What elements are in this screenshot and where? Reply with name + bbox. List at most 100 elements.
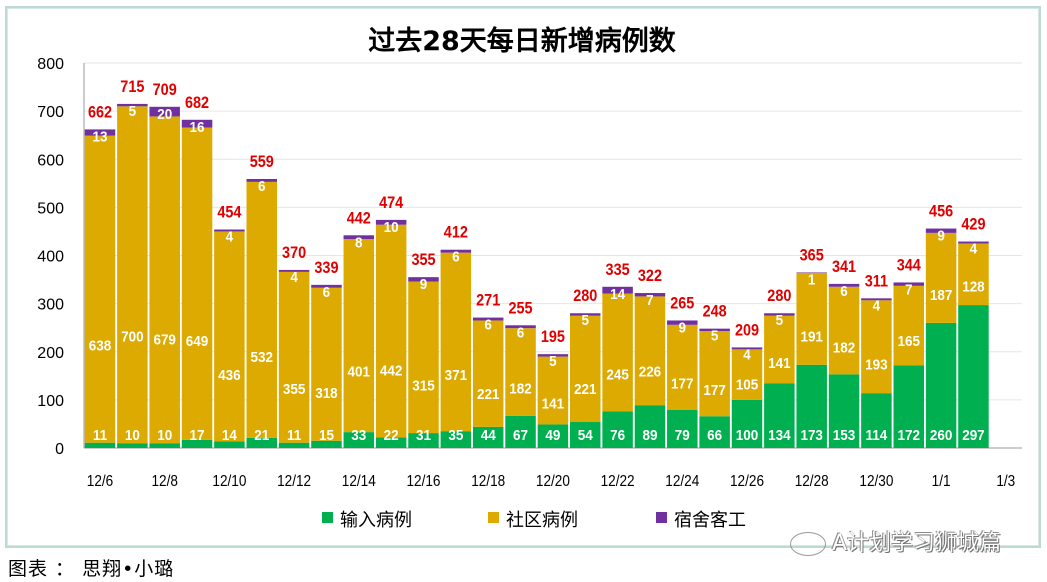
- data-label: 649: [186, 333, 209, 350]
- watermark-text: A计划学习狮城篇: [832, 531, 1002, 556]
- bar-segment: [311, 284, 342, 288]
- data-label: 177: [671, 376, 694, 393]
- total-label: 559: [250, 153, 274, 171]
- data-label: 4: [290, 269, 298, 286]
- total-label: 355: [411, 251, 435, 269]
- total-label: 195: [541, 328, 565, 346]
- data-label: 153: [833, 427, 856, 444]
- y-tick-label: 100: [37, 393, 64, 410]
- data-label: 191: [800, 329, 823, 346]
- x-tick-label: 1/1: [932, 473, 951, 490]
- y-tick-label: 200: [37, 345, 64, 362]
- x-tick-label: 1/3: [996, 473, 1015, 490]
- data-label: 76: [610, 427, 625, 444]
- bar-segment: [634, 405, 666, 448]
- total-label: 248: [703, 303, 727, 321]
- x-tick-label: 12/28: [795, 473, 829, 490]
- data-label: 134: [768, 427, 791, 444]
- bar-segment: [375, 224, 407, 438]
- data-label: 14: [222, 427, 237, 444]
- data-label: 5: [711, 328, 719, 345]
- x-tick-label: 12/30: [859, 473, 893, 490]
- bar-segment: [537, 424, 569, 448]
- x-tick-label: 12/8: [151, 473, 177, 490]
- data-label: 100: [736, 427, 759, 444]
- data-label: 297: [962, 427, 985, 444]
- bar-segment: [440, 249, 472, 253]
- bar-segment: [440, 431, 472, 448]
- total-label: 442: [347, 209, 371, 227]
- total-label: 271: [476, 292, 500, 310]
- total-label: 412: [444, 224, 468, 242]
- data-label: 15: [319, 427, 334, 444]
- bar-segment: [214, 231, 245, 442]
- bar-segment: [634, 296, 666, 406]
- wechat-icon: [790, 532, 826, 556]
- data-label: 182: [509, 381, 532, 398]
- data-label: 436: [218, 368, 241, 385]
- data-label: 7: [646, 292, 654, 309]
- chart-frame: [5, 6, 1041, 548]
- bar-segment: [699, 331, 730, 417]
- total-label: 322: [638, 267, 662, 285]
- data-label: 226: [639, 364, 662, 381]
- bar-segment: [925, 322, 957, 448]
- bar-segment: [893, 282, 924, 286]
- bar-segment: [537, 354, 569, 357]
- x-tick-label: 12/26: [730, 473, 764, 490]
- bar-segment: [278, 442, 310, 448]
- data-label: 7: [905, 282, 913, 299]
- bar-segment: [602, 293, 633, 412]
- total-label: 335: [606, 261, 630, 279]
- bar-segment: [408, 433, 439, 448]
- x-tick-label: 12/16: [407, 473, 441, 490]
- bar-segment: [84, 135, 116, 443]
- data-label: 355: [283, 381, 306, 398]
- bar-segment: [149, 106, 180, 117]
- legend-swatch: [656, 512, 667, 523]
- bar-segment: [214, 441, 245, 448]
- bar-segment: [505, 325, 536, 329]
- x-tick-label: 12/20: [536, 473, 570, 490]
- bar-segment: [246, 178, 277, 182]
- bar-segment: [602, 286, 633, 294]
- bar-segment: [893, 365, 924, 448]
- data-label: 9: [937, 228, 945, 245]
- x-tick-label: 12/22: [601, 473, 635, 490]
- bar-segment: [925, 228, 957, 233]
- bar-segment: [537, 356, 569, 425]
- data-label: 4: [226, 229, 234, 246]
- total-label: 454: [217, 204, 241, 222]
- bar-segment: [602, 411, 633, 448]
- data-label: 89: [642, 427, 657, 444]
- bar-segment: [84, 442, 116, 448]
- data-label: 6: [517, 325, 525, 342]
- x-tick-label: 12/6: [87, 473, 113, 490]
- bar-segment: [472, 317, 504, 321]
- data-label: 193: [865, 357, 888, 374]
- bar-segment: [343, 239, 375, 433]
- data-label: 700: [121, 329, 144, 346]
- x-tick-label: 12/18: [471, 473, 505, 490]
- bar-segment: [181, 439, 213, 448]
- bar-segment: [408, 281, 439, 434]
- x-tick-label: 12/14: [342, 473, 376, 490]
- data-label: 22: [384, 427, 399, 444]
- data-label: 9: [420, 277, 428, 294]
- data-label: 67: [513, 427, 528, 444]
- data-label: 6: [452, 249, 460, 266]
- total-label: 370: [282, 244, 306, 262]
- bar-segment: [472, 426, 504, 448]
- data-label: 128: [962, 279, 985, 296]
- bar-segment: [893, 285, 924, 366]
- total-label: 429: [961, 216, 985, 234]
- bar-segment: [311, 287, 342, 441]
- bar-segment: [667, 324, 698, 410]
- bar-segment: [731, 399, 763, 448]
- total-label: 339: [314, 259, 338, 277]
- y-tick-label: 700: [37, 104, 64, 121]
- bar-segment: [440, 252, 472, 432]
- total-label: 265: [670, 294, 694, 312]
- data-label: 173: [800, 427, 823, 444]
- data-label: 10: [384, 219, 399, 236]
